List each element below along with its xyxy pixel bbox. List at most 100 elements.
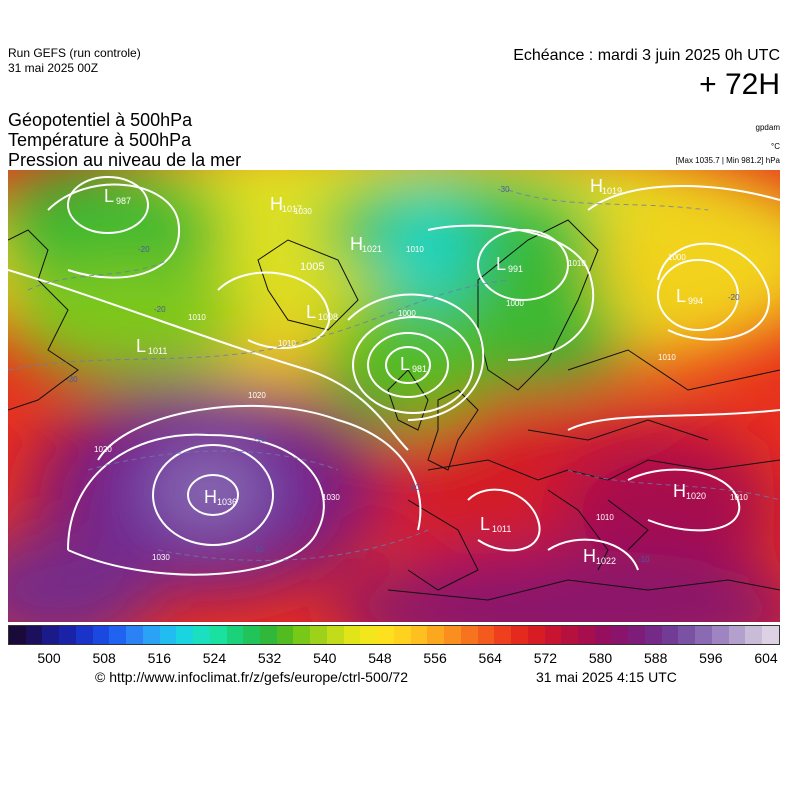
colorbar-swatch [577,626,595,644]
colorbar-swatch [695,626,712,644]
temperature-label: -20 [154,305,166,314]
colorbar-tick-label: 532 [257,650,282,666]
temperature-label: -20 [728,293,740,302]
high-center: H 1021 [350,234,382,254]
isobar-label: 1030 [152,553,170,562]
svg-text:L: L [136,336,146,356]
svg-text:991: 991 [508,264,523,274]
colorbar-swatch [594,626,612,644]
colorbar-swatch [661,626,679,644]
colorbar-swatch [611,626,629,644]
colorbar-swatch [142,626,160,644]
svg-text:H: H [583,546,596,566]
temperature-label: -10 [254,435,266,444]
generation-timestamp: 31 mai 2025 4:15 UTC [536,669,677,685]
colorbar-swatch [42,626,60,644]
colorbar-swatch [260,626,277,644]
colorbar-tick-label: 516 [147,650,171,666]
colorbar-swatch [494,626,512,644]
isobar-label: 1010 [278,339,296,348]
colorbar-swatch [126,626,143,644]
colorbar-swatch [762,626,779,644]
isobar-label: 1030 [322,493,340,502]
title-temperature: Température à 500hPa [8,130,192,150]
colorbar-swatch [59,626,76,644]
colorbar-swatch [193,626,210,644]
svg-text:1017: 1017 [282,204,302,214]
svg-text:L: L [306,302,316,322]
forecast-valid-time: Echéance : mardi 3 juin 2025 0h UTC [513,47,780,64]
colorbar-swatch [644,626,662,644]
temperature-labels: -20 -20 -30 -10 -10 -10 -30 -10 -20 [66,185,740,564]
svg-text:1008: 1008 [318,312,338,322]
high-center: H 1020 [673,481,706,501]
low-center: L 994 [676,286,703,306]
colorbar-swatch [276,626,294,644]
svg-text:1011: 1011 [148,346,167,356]
high-center: H 1019 [590,176,622,196]
svg-text:L: L [400,354,410,374]
temperature-label: -30 [66,375,78,384]
svg-text:H: H [204,487,217,507]
low-center: 1005 [300,261,324,273]
low-center: L 1008 [306,302,338,322]
isobar-label: 1010 [188,313,206,322]
colorbar-swatch [544,626,562,644]
isobar-label: 1010 [568,259,586,268]
lead-time: + 72H [699,68,780,101]
coastlines [8,219,780,601]
unit-gpdam: gpdam [755,123,780,132]
geopotential-colorbar [8,625,780,645]
colorbar-swatch [678,626,696,644]
isobar-label: 1010 [658,353,676,362]
temperature-label: -10 [252,545,264,554]
colorbar-swatch [159,626,177,644]
svg-text:L: L [676,286,686,306]
colorbar-swatch [561,626,578,644]
isobar-labels: 1000 1010 1010 1000 1010 1020 1020 1030 … [94,207,748,562]
colorbar-swatch [728,626,746,644]
colorbar-tick-label: 604 [754,650,778,666]
colorbar-swatch [243,626,261,644]
colorbar-tick-label: 596 [699,650,723,666]
colorbar-swatch [444,626,461,644]
temperature-isotherms [8,189,780,561]
colorbar-swatch [310,626,327,644]
colorbar-swatch [109,626,127,644]
svg-text:L: L [104,186,114,206]
isobar-label: 1000 [398,309,416,318]
svg-text:H: H [590,176,603,196]
svg-text:H: H [673,481,686,501]
colorbar-swatch [92,626,110,644]
unit-celsius: °C [771,142,780,151]
colorbar-swatch [628,626,645,644]
isobar-label: 1020 [248,391,266,400]
colorbar-swatch [745,626,763,644]
low-center: L 1011 [136,336,167,356]
svg-text:1019: 1019 [602,186,622,196]
svg-text:L: L [480,514,490,534]
colorbar-swatch [75,626,93,644]
colorbar-tick-label: 580 [588,650,613,666]
isobar-label: 1010 [406,245,424,254]
geopotential-field [8,170,780,622]
svg-text:987: 987 [116,196,131,206]
colorbar-swatch [326,626,344,644]
low-center: L 1011 [480,514,511,534]
colorbar-swatch [293,626,311,644]
svg-text:1021: 1021 [362,244,382,254]
svg-text:H: H [350,234,363,254]
run-date: 31 mai 2025 00Z [8,61,99,75]
svg-text:1011: 1011 [492,524,511,534]
colorbar-swatch [360,626,378,644]
svg-text:L: L [496,254,506,274]
colorbar-swatch [377,626,394,644]
isobar-label: 1020 [94,445,112,454]
pressure-minmax: [Max 1035.7 | Min 981.2] hPa [675,156,780,165]
svg-text:1020: 1020 [686,491,706,501]
svg-text:1005: 1005 [300,261,324,273]
colorbar-tick-label: 564 [478,650,502,666]
colorbar-swatch [527,626,545,644]
colorbar-swatch [176,626,194,644]
isobar-label: 1000 [506,299,524,308]
